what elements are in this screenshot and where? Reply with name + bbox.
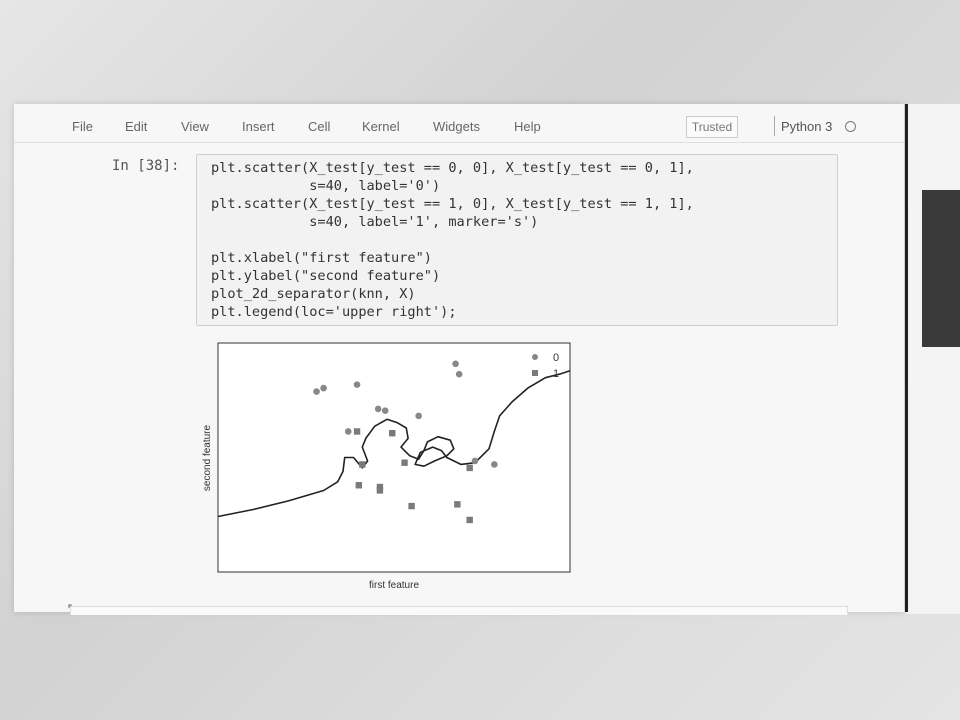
data-point-class-1 xyxy=(401,459,408,466)
data-point-class-1 xyxy=(376,487,384,494)
data-point-class-0 xyxy=(374,405,382,413)
menu-widgets[interactable]: Widgets xyxy=(433,119,480,134)
kernel-name[interactable]: Python 3 xyxy=(781,119,833,134)
data-point-class-0 xyxy=(471,457,479,465)
side-panel xyxy=(922,190,960,347)
menu-file[interactable]: File xyxy=(72,119,93,134)
menubar-divider xyxy=(14,142,904,143)
data-point-class-0 xyxy=(452,360,459,368)
menu-edit[interactable]: Edit xyxy=(125,119,148,134)
notebook-page: File Edit View Insert Cell Kernel Widget… xyxy=(14,104,904,615)
data-point-class-1 xyxy=(376,483,384,491)
screen-edge xyxy=(905,104,908,612)
right-screen-margin xyxy=(906,104,960,614)
code-line: plt.legend(loc='upper right'); xyxy=(211,304,457,320)
data-point-class-0 xyxy=(320,384,327,392)
code-text[interactable]: plt.scatter(X_test[y_test == 0, 0], X_te… xyxy=(211,159,694,321)
code-line: plt.xlabel("first feature") xyxy=(211,250,432,266)
data-point-class-1 xyxy=(353,428,361,435)
data-point-class-1 xyxy=(466,516,473,524)
kernel-separator xyxy=(774,116,775,136)
menu-cell[interactable]: Cell xyxy=(308,119,331,134)
code-line: plot_2d_separator(knn, X) xyxy=(211,286,416,302)
code-line: s=40, label='1', marker='s') xyxy=(211,214,539,230)
legend-label-0: 0 xyxy=(553,352,559,364)
input-prompt: In [38]: xyxy=(112,158,180,174)
data-point-class-0 xyxy=(381,407,389,414)
data-point-class-0 xyxy=(455,370,463,378)
data-point-class-0 xyxy=(313,388,320,395)
code-line: plt.scatter(X_test[y_test == 0, 0], X_te… xyxy=(211,160,694,176)
output-plot: 0 1 first feature second feature xyxy=(194,336,584,600)
legend-label-1: 1 xyxy=(553,368,559,380)
x-axis-label: first feature xyxy=(369,580,419,591)
menubar: File Edit View Insert Cell Kernel Widget… xyxy=(14,112,904,142)
menu-help[interactable]: Help xyxy=(514,119,541,134)
data-point-class-1 xyxy=(466,464,473,472)
legend-marker-0 xyxy=(532,354,538,360)
legend-marker-1 xyxy=(532,370,538,376)
next-code-cell[interactable] xyxy=(70,606,848,615)
menu-view[interactable]: View xyxy=(181,119,209,134)
y-axis-label: second feature xyxy=(202,424,213,491)
scatter-plot: 0 1 first feature second feature xyxy=(202,342,571,591)
data-point-class-0 xyxy=(415,412,422,420)
menu-kernel[interactable]: Kernel xyxy=(362,119,400,134)
code-line: plt.scatter(X_test[y_test == 1, 0], X_te… xyxy=(211,196,694,212)
kernel-status-icon xyxy=(845,121,856,132)
code-cell-editor[interactable]: plt.scatter(X_test[y_test == 0, 0], X_te… xyxy=(196,154,838,326)
code-line: plt.ylabel("second feature") xyxy=(211,268,441,284)
data-point-class-0 xyxy=(491,461,498,468)
data-point-class-1 xyxy=(389,430,396,437)
trusted-badge[interactable]: Trusted xyxy=(686,116,738,138)
data-point-class-1 xyxy=(359,461,366,468)
data-point-class-1 xyxy=(355,482,362,489)
data-point-class-1 xyxy=(408,502,415,510)
menu-insert[interactable]: Insert xyxy=(242,119,275,134)
code-line xyxy=(211,231,694,249)
legend: 0 1 xyxy=(532,352,559,380)
plot-frame xyxy=(217,342,571,573)
data-point-class-0 xyxy=(344,428,352,435)
decision-boundary xyxy=(217,370,571,518)
data-point-class-0 xyxy=(353,381,361,388)
data-point-class-1 xyxy=(454,501,461,508)
code-line: s=40, label='0') xyxy=(211,178,441,194)
